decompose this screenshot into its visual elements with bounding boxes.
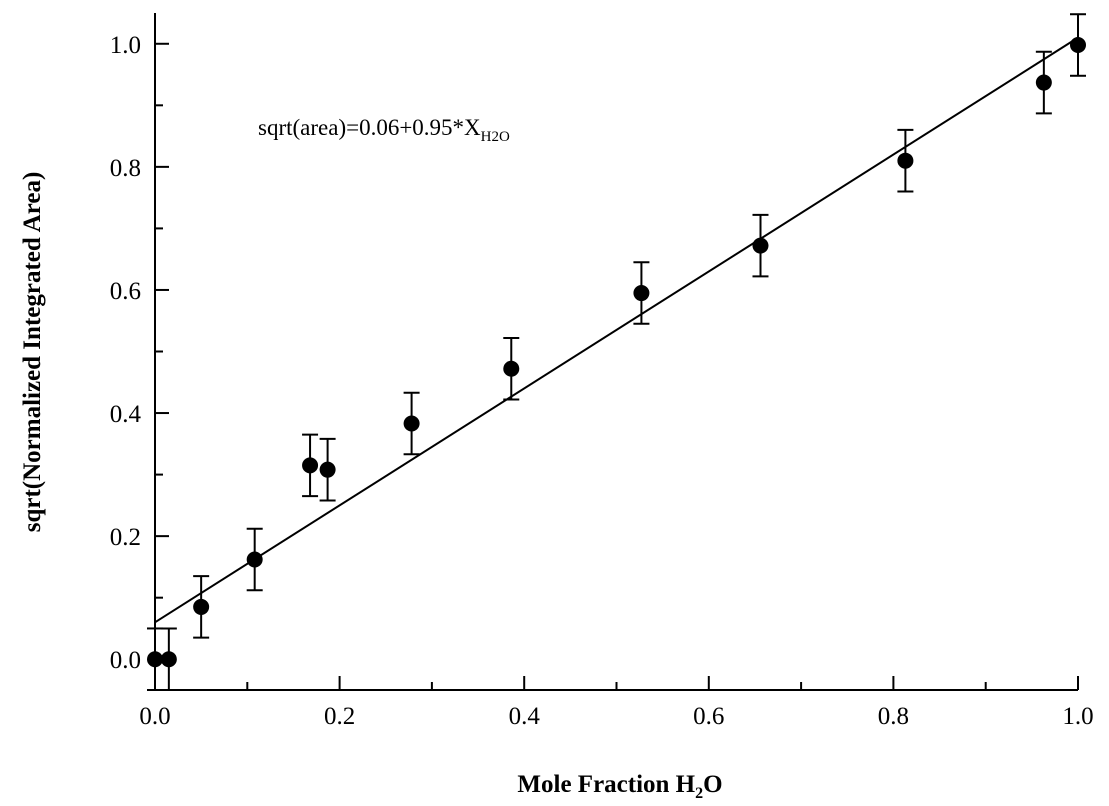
- ticks: [154, 42, 1079, 690]
- y-tick-label: 0.2: [110, 524, 141, 551]
- data-point: [752, 237, 769, 254]
- tick-labels: 0.0 0.2 0.4 0.6 0.8 1.0 0.0 0.2 0.4 0.6 0.8 1.0: [110, 32, 1094, 730]
- y-axis-title: sqrt(Normalized Integrated Area): [19, 172, 46, 533]
- data-point: [160, 651, 177, 668]
- data-point: [302, 457, 319, 474]
- x-tick-label: 0.6: [693, 703, 724, 730]
- data-point: [503, 360, 520, 377]
- y-tick-label: 0.0: [110, 647, 141, 674]
- x-tick-label: 0.8: [878, 703, 909, 730]
- y-tick-label: 0.6: [110, 278, 141, 305]
- data-point: [897, 152, 914, 169]
- x-axis-title: Mole Fraction H2O: [517, 771, 722, 802]
- x-tick-label: 0.2: [324, 703, 355, 730]
- data-point: [319, 461, 336, 478]
- y-tick-label: 0.8: [110, 155, 141, 182]
- data-point: [403, 415, 420, 432]
- fit-equation: sqrt(area)=0.06+0.95*XH2O: [258, 115, 510, 145]
- data-point: [193, 598, 210, 615]
- data-point: [1070, 37, 1086, 54]
- data-point: [1035, 74, 1052, 91]
- data-point: [633, 285, 650, 302]
- fit-layer: [154, 36, 1079, 624]
- y-tick-label: 0.4: [110, 401, 142, 428]
- x-tick-label: 0.4: [509, 703, 541, 730]
- data-point: [246, 551, 263, 568]
- data-points: [147, 37, 1086, 668]
- y-tick-label: 1.0: [110, 32, 141, 59]
- error-bars: [147, 13, 1086, 691]
- x-tick-label: 1.0: [1062, 703, 1093, 730]
- data-point: [147, 651, 163, 668]
- fit-line: [154, 36, 1079, 624]
- x-tick-label: 0.0: [139, 703, 170, 730]
